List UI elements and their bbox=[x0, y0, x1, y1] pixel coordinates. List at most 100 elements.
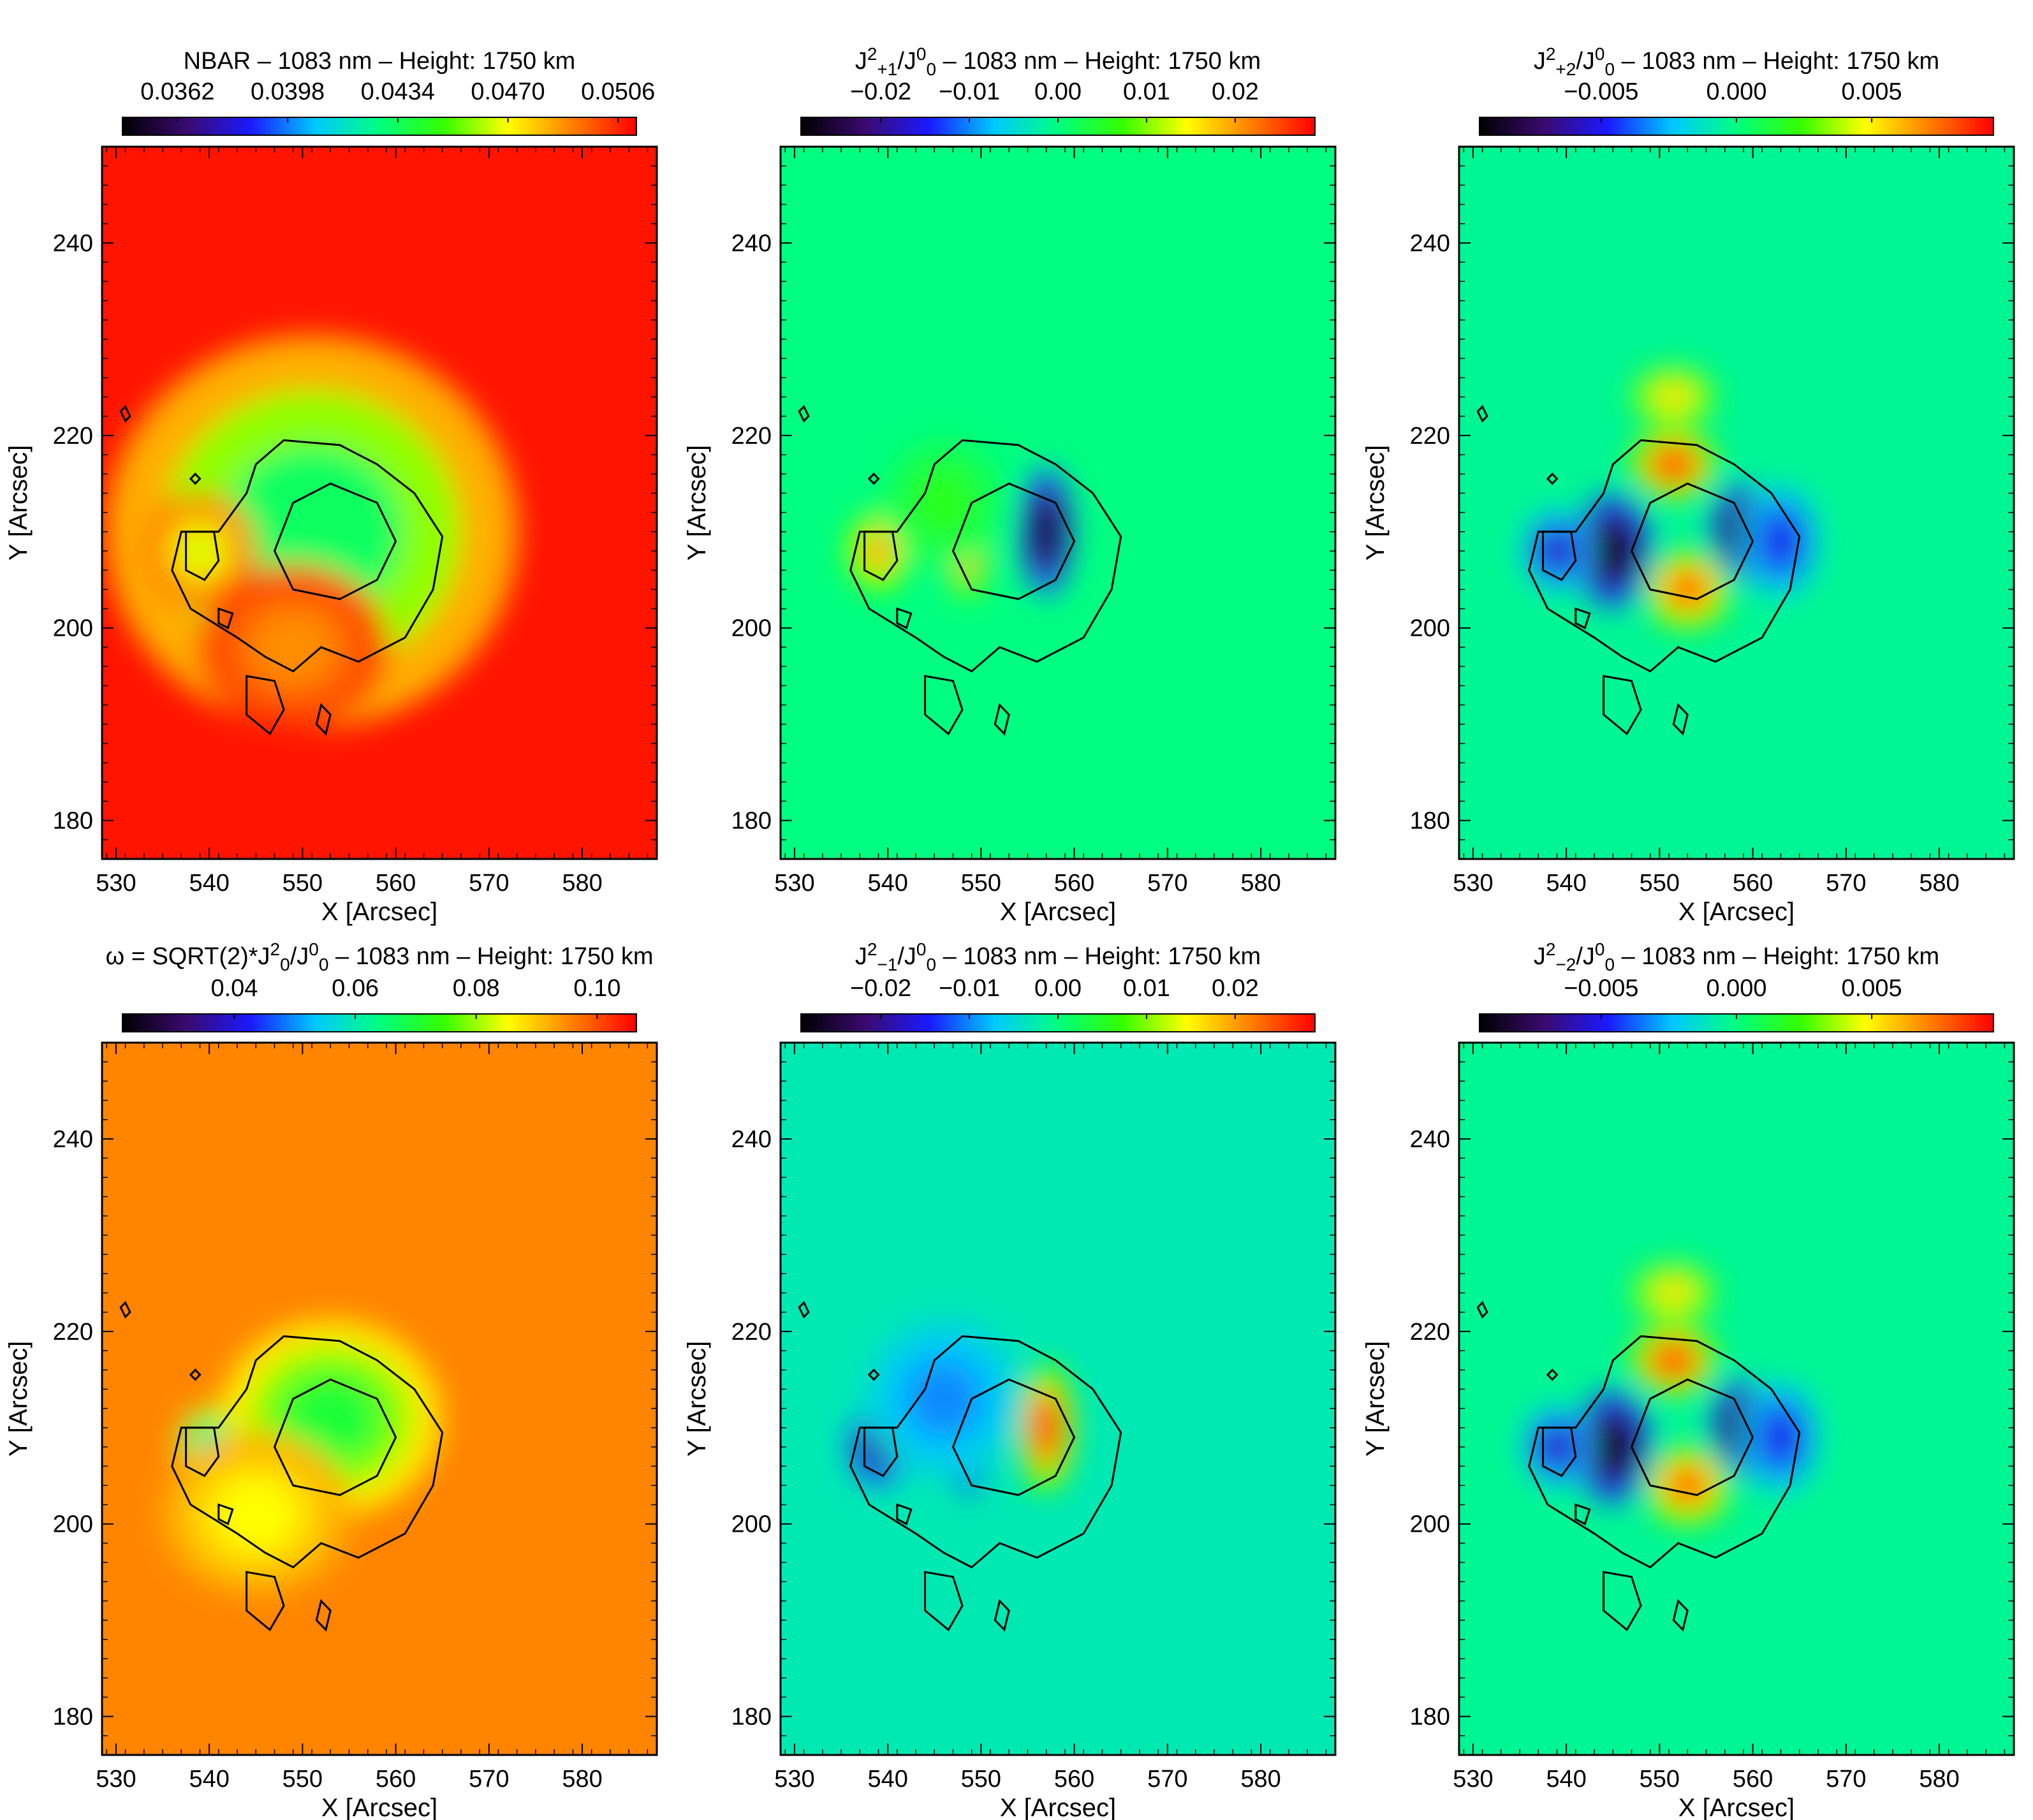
x-tick-label: 580 bbox=[1240, 870, 1281, 897]
x-tick-label: 570 bbox=[469, 870, 509, 897]
colorbar-tick-label: −0.01 bbox=[939, 78, 1000, 105]
colorbar-tick-label: 0.10 bbox=[573, 975, 620, 1002]
panel-title: J2+1/J00 – 1083 nm – Height: 1750 km bbox=[855, 44, 1261, 79]
contour-blob bbox=[315, 1599, 332, 1632]
colorbar bbox=[122, 117, 637, 136]
contour-pore bbox=[185, 531, 220, 582]
contour-umbra bbox=[273, 1378, 397, 1496]
contour-blob bbox=[994, 703, 1010, 736]
heatmap-area bbox=[1459, 1043, 2014, 1755]
contour-pore bbox=[863, 531, 899, 582]
heatmap-blob bbox=[1763, 1412, 1798, 1463]
x-axis-label: X [Arcsec] bbox=[1678, 1794, 1794, 1820]
panel-5: J2−1/J00 – 1083 nm – Height: 1750 km−0.0… bbox=[683, 939, 1337, 1820]
x-tick-label: 570 bbox=[469, 1766, 509, 1793]
contour-blob bbox=[1672, 1599, 1689, 1632]
y-tick-label: 180 bbox=[1410, 1704, 1450, 1731]
contour-pore bbox=[863, 1427, 899, 1478]
contour-umbra bbox=[1630, 482, 1754, 600]
contours bbox=[798, 405, 1122, 736]
heatmap-blob bbox=[864, 532, 893, 569]
contour-umbra bbox=[951, 482, 1076, 600]
colorbar-tick-label: 0.01 bbox=[1123, 78, 1170, 105]
y-tick-label: 200 bbox=[731, 615, 772, 642]
colorbar-tick-label: 0.02 bbox=[1212, 78, 1259, 105]
x-tick-label: 560 bbox=[376, 1766, 416, 1793]
heatmap-blob bbox=[1654, 1278, 1693, 1308]
heatmap-area bbox=[781, 1043, 1335, 1755]
panel-title: J2+2/J00 – 1083 nm – Height: 1750 km bbox=[1534, 44, 1939, 79]
colorbar bbox=[122, 1013, 637, 1032]
colorbar-tick-label: 0.005 bbox=[1842, 975, 1902, 1002]
heatmap-blob bbox=[1595, 525, 1631, 576]
heatmap-area bbox=[781, 147, 1335, 859]
y-axis-label: Y [Arcsec] bbox=[683, 1341, 711, 1457]
panel-3: J2+2/J00 – 1083 nm – Height: 1750 km−0.0… bbox=[1361, 44, 2015, 926]
contour-penumbra bbox=[171, 1335, 444, 1569]
colorbar bbox=[800, 117, 1316, 136]
x-tick-label: 540 bbox=[867, 1766, 907, 1793]
y-tick-label: 220 bbox=[53, 423, 93, 450]
contour-blob bbox=[315, 703, 332, 736]
contour-blob bbox=[867, 1369, 880, 1381]
y-tick-label: 220 bbox=[731, 423, 772, 450]
x-tick-label: 570 bbox=[1826, 870, 1866, 897]
heatmap-blob bbox=[1541, 532, 1573, 569]
colorbar-tick-label: −0.02 bbox=[850, 78, 911, 105]
x-tick-label: 540 bbox=[1546, 1766, 1586, 1793]
x-tick-label: 550 bbox=[961, 870, 1001, 897]
y-tick-label: 240 bbox=[1410, 1126, 1450, 1153]
contours bbox=[119, 405, 444, 736]
x-tick-label: 580 bbox=[1919, 870, 1959, 897]
contour-blob bbox=[798, 1301, 810, 1319]
contour-penumbra bbox=[1528, 439, 1801, 673]
x-axis-label: X [Arcsec] bbox=[321, 898, 437, 926]
plot-frame bbox=[1458, 145, 2015, 860]
contour-blob bbox=[1476, 1301, 1488, 1319]
colorbar-tick-label: 0.005 bbox=[1842, 78, 1902, 105]
y-tick-label: 240 bbox=[53, 1126, 93, 1153]
heatmap-blob bbox=[214, 1478, 298, 1551]
panel-6: J2−2/J00 – 1083 nm – Height: 1750 km−0.0… bbox=[1361, 939, 2015, 1820]
x-tick-label: 540 bbox=[867, 870, 907, 897]
contours bbox=[1476, 405, 1801, 736]
colorbar-tick-label: −0.005 bbox=[1564, 78, 1638, 105]
colorbar-tick-label: −0.01 bbox=[939, 975, 1000, 1002]
panel-1: NBAR – 1083 nm – Height: 1750 km 0.0362 0.… bbox=[4, 48, 658, 926]
contour-blob bbox=[1603, 1571, 1642, 1632]
x-axis-label: X [Arcsec] bbox=[321, 1794, 437, 1820]
colorbar-tick-label: 0.0506 bbox=[581, 78, 655, 105]
plot-frame bbox=[101, 145, 658, 860]
heatmap-area bbox=[1459, 147, 2014, 859]
contour-blob bbox=[924, 1571, 964, 1632]
heatmap-blob bbox=[251, 611, 335, 684]
contour-blob bbox=[1603, 675, 1642, 736]
colorbar-tick-label: 0.01 bbox=[1123, 975, 1170, 1002]
contour-umbra bbox=[273, 482, 397, 600]
y-axis-label: Y [Arcsec] bbox=[1361, 1341, 1390, 1457]
y-tick-label: 200 bbox=[53, 1511, 93, 1538]
x-tick-label: 580 bbox=[1919, 1766, 1959, 1793]
contours bbox=[798, 1301, 1122, 1632]
colorbar-tick-label: −0.005 bbox=[1564, 975, 1638, 1002]
contour-blob bbox=[924, 675, 964, 736]
contour-blob bbox=[1574, 1503, 1591, 1525]
contour-blob bbox=[1546, 1369, 1559, 1381]
y-tick-label: 240 bbox=[731, 1126, 772, 1153]
x-tick-label: 580 bbox=[562, 1766, 602, 1793]
contour-blob bbox=[246, 675, 285, 736]
contour-blob bbox=[189, 473, 202, 485]
x-tick-label: 580 bbox=[1240, 1766, 1281, 1793]
contours bbox=[119, 1301, 444, 1632]
colorbar-tick-label: −0.02 bbox=[850, 975, 911, 1002]
x-tick-label: 570 bbox=[1147, 870, 1187, 897]
y-tick-label: 180 bbox=[731, 808, 772, 835]
x-tick-label: 560 bbox=[376, 870, 416, 897]
colorbar-tick-label: 0.02 bbox=[1212, 975, 1259, 1002]
y-tick-label: 240 bbox=[1410, 230, 1450, 257]
y-axis-label: Y [Arcsec] bbox=[4, 1341, 33, 1457]
y-tick-label: 180 bbox=[731, 1704, 772, 1731]
heatmap-blob bbox=[1668, 571, 1707, 608]
panel-4: ω = SQRT(2)*J20/J00 – 1083 nm – Height: … bbox=[4, 939, 658, 1820]
heatmap-area bbox=[102, 1043, 657, 1755]
